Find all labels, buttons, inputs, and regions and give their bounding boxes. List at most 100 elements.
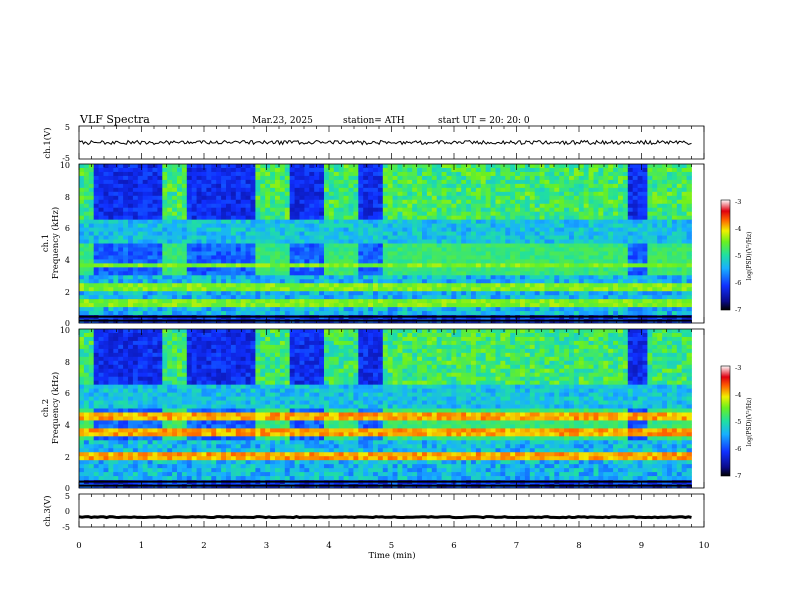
spectrogram-cell bbox=[377, 259, 384, 264]
spectrogram-cell bbox=[622, 175, 629, 181]
spectrogram-cell bbox=[186, 287, 193, 292]
spectrogram-cell bbox=[98, 267, 104, 272]
spectrogram-cell bbox=[377, 279, 384, 284]
spectrogram-cell bbox=[671, 215, 678, 221]
spectrogram-cell bbox=[382, 279, 389, 284]
spectrogram-cell bbox=[245, 215, 251, 221]
spectrogram-cell bbox=[250, 267, 256, 272]
spectrogram-cell bbox=[632, 195, 638, 201]
spectrogram-cell bbox=[524, 247, 531, 252]
spectrogram-cell bbox=[662, 183, 668, 189]
spectrogram-cell bbox=[598, 191, 604, 197]
spectrogram-cell bbox=[681, 171, 687, 177]
spectrogram-cell bbox=[157, 263, 163, 268]
spectrogram-cell bbox=[436, 179, 442, 185]
spectrogram-cell bbox=[152, 235, 158, 240]
spectrogram-cell bbox=[578, 215, 585, 221]
spectrogram-cell bbox=[613, 267, 619, 272]
spectrogram-cell bbox=[309, 283, 315, 288]
spectrogram-cell bbox=[510, 283, 516, 288]
spectrogram-cell bbox=[353, 167, 359, 173]
spectrogram-cell bbox=[422, 195, 428, 201]
spectrogram-cell bbox=[363, 291, 369, 296]
spectrogram-cell bbox=[402, 175, 408, 181]
spectrogram-cell bbox=[681, 239, 687, 244]
spectrogram-cell bbox=[348, 223, 354, 229]
spectrogram-cell bbox=[98, 223, 104, 229]
spectrogram-cell bbox=[534, 263, 540, 268]
spectrogram-cell bbox=[108, 243, 114, 248]
spectrogram-cell bbox=[137, 263, 144, 268]
spectrogram-cell bbox=[358, 164, 364, 169]
spectrogram-cell bbox=[598, 211, 604, 217]
spectrogram-cell bbox=[652, 263, 658, 268]
spectrogram-cell bbox=[279, 167, 286, 173]
spectrogram-cell bbox=[681, 187, 687, 193]
spectrogram-cell bbox=[480, 199, 487, 205]
spectrogram-cell bbox=[304, 251, 310, 256]
spectrogram-cell bbox=[181, 175, 188, 181]
spectrogram-cell bbox=[681, 283, 687, 288]
spectrogram-cell bbox=[505, 183, 511, 189]
spectrogram-cell bbox=[681, 207, 687, 213]
spectrogram-cell bbox=[299, 219, 305, 225]
spectrogram-cell bbox=[475, 179, 482, 185]
spectrogram-cell bbox=[324, 267, 330, 272]
spectrogram-cell bbox=[123, 255, 129, 260]
spectrogram-cell bbox=[211, 203, 217, 209]
spectrogram-cell bbox=[103, 171, 109, 177]
spectrogram-cell bbox=[113, 179, 119, 185]
spectrogram-cell bbox=[524, 203, 531, 209]
spectrogram-cell bbox=[382, 219, 389, 225]
spectrogram-cell bbox=[569, 227, 575, 232]
spectrogram-cell bbox=[436, 243, 442, 248]
spectrogram-cell bbox=[608, 219, 614, 225]
spectrogram-cell bbox=[123, 227, 129, 232]
spectrogram-cell bbox=[88, 271, 95, 276]
spectrogram-cell bbox=[358, 231, 364, 236]
spectrogram-cell bbox=[461, 191, 467, 197]
spectrogram-cell bbox=[495, 243, 501, 248]
spectrogram-cell bbox=[569, 283, 575, 288]
spectrogram-cell bbox=[387, 279, 393, 284]
spectrogram-cell bbox=[289, 287, 295, 292]
spectrogram-cell bbox=[98, 287, 104, 292]
spectrogram-cell bbox=[98, 235, 104, 240]
spectrogram-cell bbox=[162, 303, 168, 308]
spectrogram-cell bbox=[275, 239, 281, 244]
spectrogram-cell bbox=[422, 203, 428, 209]
spectrogram-cell bbox=[230, 291, 237, 296]
spectrogram-cell bbox=[279, 171, 286, 177]
spectrogram-cell bbox=[373, 207, 379, 213]
spectrogram-cell bbox=[662, 227, 668, 232]
spectrogram-cell bbox=[235, 311, 242, 316]
spectrogram-cell bbox=[549, 191, 555, 197]
spectrogram-cell bbox=[583, 191, 589, 197]
spectrogram-cell bbox=[328, 303, 335, 308]
spectrogram-cell bbox=[152, 191, 158, 197]
spectrogram-cell bbox=[250, 183, 256, 189]
spectrogram-cell bbox=[284, 175, 291, 181]
spectrogram-cell bbox=[627, 263, 634, 268]
spectrogram-cell bbox=[422, 307, 428, 312]
spectrogram-cell bbox=[123, 299, 129, 304]
spectrogram-cell bbox=[622, 263, 629, 268]
spectrogram-cell bbox=[226, 271, 232, 276]
spectrogram-cell bbox=[569, 267, 575, 272]
spectrogram-cell bbox=[284, 275, 291, 280]
spectrogram-cell bbox=[466, 207, 472, 213]
spectrogram-cell bbox=[113, 211, 119, 217]
spectrogram-cell bbox=[534, 243, 540, 248]
spectrogram-cell bbox=[348, 283, 354, 288]
spectrogram-cell bbox=[113, 255, 119, 260]
spectrogram-cell bbox=[270, 247, 276, 252]
spectrogram-cell bbox=[299, 187, 305, 193]
spectrogram-cell bbox=[456, 179, 462, 185]
spectrogram-cell bbox=[471, 243, 477, 248]
spectrogram-cell bbox=[618, 271, 624, 276]
spectrogram-cell bbox=[157, 275, 163, 280]
spectrogram-cell bbox=[426, 211, 433, 217]
spectrogram-cell bbox=[79, 287, 85, 292]
spectrogram-cell bbox=[637, 299, 643, 304]
spectrogram-cell bbox=[147, 251, 153, 256]
